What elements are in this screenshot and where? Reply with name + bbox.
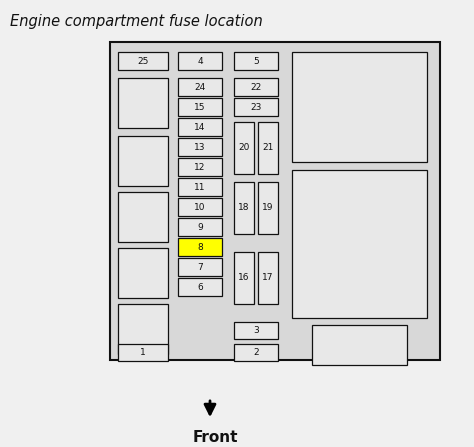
Text: 15: 15: [194, 102, 206, 111]
FancyBboxPatch shape: [178, 52, 222, 70]
FancyBboxPatch shape: [178, 258, 222, 276]
Text: 17: 17: [262, 274, 274, 283]
FancyBboxPatch shape: [178, 138, 222, 156]
Text: 23: 23: [250, 102, 262, 111]
Text: 10: 10: [194, 202, 206, 211]
Text: 18: 18: [238, 203, 250, 212]
FancyBboxPatch shape: [234, 122, 254, 174]
FancyBboxPatch shape: [178, 118, 222, 136]
Text: 22: 22: [250, 83, 262, 92]
FancyBboxPatch shape: [234, 52, 278, 70]
FancyBboxPatch shape: [118, 136, 168, 186]
FancyBboxPatch shape: [178, 78, 222, 96]
Text: 6: 6: [197, 283, 203, 291]
FancyBboxPatch shape: [234, 322, 278, 339]
FancyBboxPatch shape: [234, 98, 278, 116]
FancyBboxPatch shape: [258, 252, 278, 304]
FancyBboxPatch shape: [292, 52, 427, 162]
FancyBboxPatch shape: [178, 218, 222, 236]
Text: 7: 7: [197, 262, 203, 271]
Text: 1: 1: [140, 348, 146, 357]
FancyBboxPatch shape: [118, 78, 168, 128]
Text: 9: 9: [197, 223, 203, 232]
Text: 4: 4: [197, 56, 203, 66]
Text: 8: 8: [197, 243, 203, 252]
Text: 3: 3: [253, 326, 259, 335]
FancyBboxPatch shape: [312, 325, 407, 365]
FancyBboxPatch shape: [234, 344, 278, 361]
FancyBboxPatch shape: [258, 182, 278, 234]
FancyBboxPatch shape: [178, 238, 222, 256]
FancyBboxPatch shape: [258, 122, 278, 174]
FancyBboxPatch shape: [178, 198, 222, 216]
Text: 13: 13: [194, 143, 206, 152]
FancyBboxPatch shape: [234, 78, 278, 96]
Text: 19: 19: [262, 203, 274, 212]
FancyBboxPatch shape: [292, 170, 427, 318]
Text: Engine compartment fuse location: Engine compartment fuse location: [10, 14, 263, 29]
FancyBboxPatch shape: [178, 278, 222, 296]
Text: 25: 25: [137, 56, 149, 66]
FancyBboxPatch shape: [178, 158, 222, 176]
FancyBboxPatch shape: [118, 344, 168, 361]
Text: Front: Front: [192, 430, 238, 444]
Text: 12: 12: [194, 163, 206, 172]
FancyBboxPatch shape: [110, 42, 440, 360]
Text: 14: 14: [194, 122, 206, 131]
Text: 20: 20: [238, 143, 250, 152]
Text: 16: 16: [238, 274, 250, 283]
FancyBboxPatch shape: [234, 252, 254, 304]
FancyBboxPatch shape: [118, 304, 168, 354]
FancyBboxPatch shape: [178, 178, 222, 196]
Text: 11: 11: [194, 182, 206, 191]
FancyBboxPatch shape: [118, 192, 168, 242]
Text: 5: 5: [253, 56, 259, 66]
FancyBboxPatch shape: [234, 182, 254, 234]
FancyBboxPatch shape: [118, 52, 168, 70]
Text: 2: 2: [253, 348, 259, 357]
FancyBboxPatch shape: [178, 98, 222, 116]
Text: 21: 21: [262, 143, 273, 152]
FancyBboxPatch shape: [118, 248, 168, 298]
Text: 24: 24: [194, 83, 206, 92]
